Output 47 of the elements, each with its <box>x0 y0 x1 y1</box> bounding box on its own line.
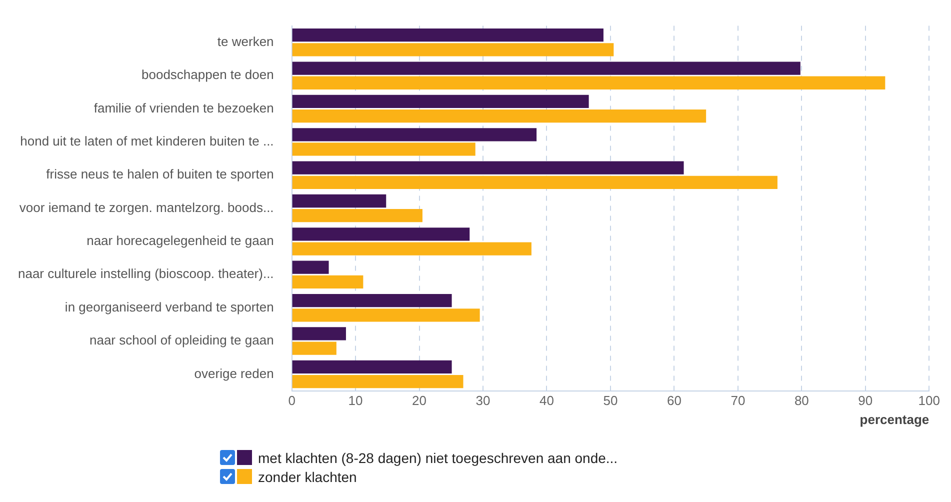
y-tick-label: boodschappen te doen <box>142 67 274 82</box>
bar <box>292 294 452 308</box>
y-tick-label: voor iemand te zorgen. mantelzorg. boods... <box>19 200 274 215</box>
bar <box>292 228 470 241</box>
bar <box>292 194 386 208</box>
x-tick-label: 0 <box>288 393 296 408</box>
x-tick-label: 90 <box>858 393 873 408</box>
y-tick-label: familie of vrienden te bezoeken <box>94 100 274 116</box>
bar <box>292 260 329 274</box>
legend-label: zonder klachten <box>258 468 357 484</box>
y-tick-label: overige reden <box>194 366 274 381</box>
legend-label: met klachten (8-28 dagen) niet toegeschreven aan onde... <box>258 450 618 466</box>
bar <box>292 109 706 123</box>
bar <box>292 28 604 42</box>
bar <box>292 308 480 322</box>
x-axis-title: percentage <box>860 412 930 427</box>
x-tick-label: 40 <box>540 393 554 408</box>
x-tick-label: 10 <box>348 393 363 408</box>
bar <box>292 360 452 374</box>
bar <box>292 209 422 222</box>
bar <box>292 275 364 289</box>
y-tick-label: hond uit te laten of met kinderen buiten te ... <box>20 134 274 149</box>
bar <box>292 242 532 256</box>
y-tick-label: te werken <box>217 34 274 49</box>
x-tick-label: 20 <box>412 393 427 408</box>
x-tick-label: 70 <box>730 393 746 408</box>
bar <box>292 43 614 56</box>
bar <box>292 76 886 90</box>
x-tick-label: 60 <box>666 393 682 408</box>
bar <box>292 62 800 75</box>
x-tick-label: 50 <box>603 393 618 408</box>
bar <box>292 327 346 340</box>
y-tick-label: naar culturele instelling (bioscoop. theater)... <box>18 266 274 282</box>
x-tick-label: 80 <box>794 393 809 408</box>
y-tick-label: in georganiseerd verband te sporten <box>64 299 274 314</box>
bar <box>292 128 537 142</box>
x-tick-label: 100 <box>918 393 940 408</box>
y-tick-label: naar horecagelegenheid te gaan <box>86 233 274 248</box>
bar <box>292 342 336 355</box>
bar <box>292 374 464 388</box>
y-tick-label: frisse neus te halen of buiten te sporten <box>46 166 274 182</box>
bar <box>292 176 778 189</box>
bar <box>292 142 476 156</box>
bar <box>292 161 684 174</box>
y-tick-label: naar school of opleiding te gaan <box>89 332 274 348</box>
bar <box>292 94 589 108</box>
x-tick-label: 30 <box>476 393 490 408</box>
